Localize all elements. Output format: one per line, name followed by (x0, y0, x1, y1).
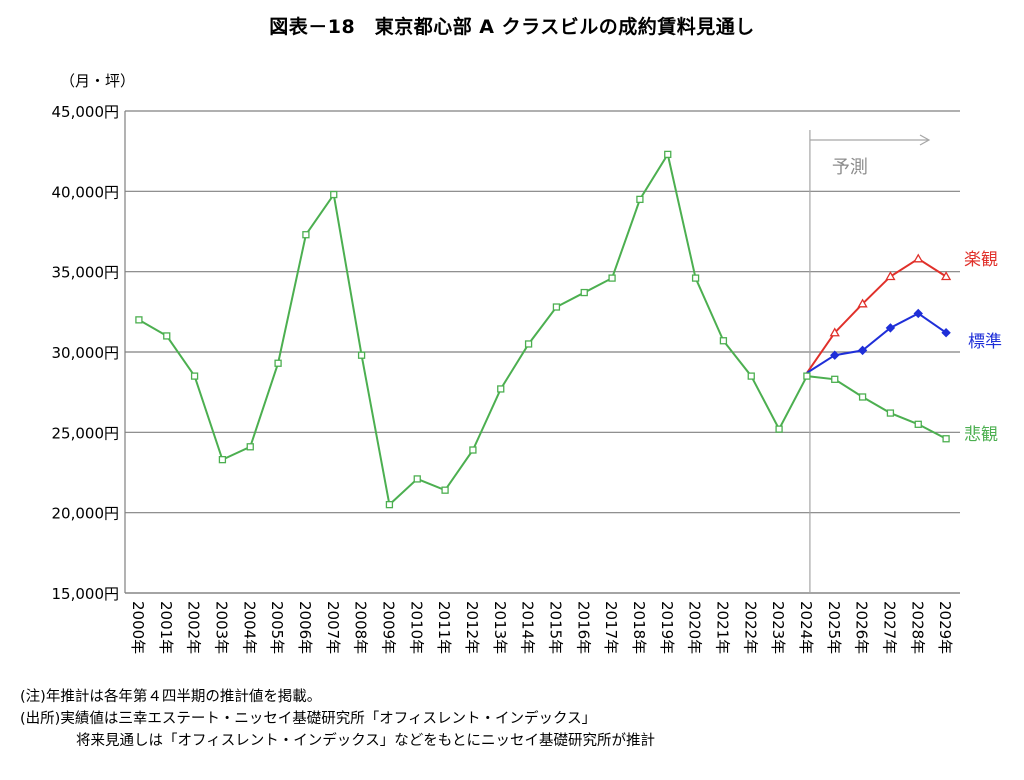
x-tick-label: 2015年 (546, 601, 564, 654)
pessimistic-point (135, 316, 143, 324)
x-tick-label: 2019年 (658, 601, 676, 654)
pessimistic-point (803, 372, 811, 380)
pessimistic-point (413, 475, 421, 483)
optimistic-point (857, 298, 868, 308)
optimistic-point (829, 327, 840, 337)
y-tick-label: 25,000円 (52, 424, 120, 442)
optimistic-series-label: 楽観 (964, 250, 998, 270)
x-tick-label: 2016年 (574, 601, 592, 654)
standard-point (857, 345, 868, 356)
x-tick-label: 2005年 (268, 601, 286, 654)
pessimistic-point (636, 195, 644, 204)
pessimistic-point (580, 288, 588, 297)
x-tick-label: 2014年 (519, 601, 537, 654)
pessimistic-point (664, 150, 672, 159)
chart-notes: (注)年推計は各年第４四半期の推計値を掲載。 (出所)実績値は三幸エステート・ニ… (20, 686, 655, 752)
pessimistic-point (524, 340, 533, 348)
optimistic-point (940, 271, 952, 281)
pessimistic-point (775, 425, 783, 433)
standard-point (885, 323, 896, 333)
standard-point (830, 350, 840, 360)
y-tick-label: 15,000円 (52, 585, 120, 603)
x-tick-label: 2025年 (825, 601, 843, 654)
x-tick-label: 2012年 (463, 601, 481, 654)
x-tick-label: 2006年 (296, 601, 314, 654)
x-tick-label: 2011年 (435, 601, 453, 654)
pessimistic-point (691, 274, 700, 282)
x-tick-label: 2003年 (212, 601, 230, 654)
x-tick-label: 2020年 (686, 601, 704, 654)
pessimistic-point (330, 190, 338, 199)
line-chart: 15,000円 20,000円 25,000円 30,000円 35,000円 40,00… (52, 72, 1003, 654)
optimistic-point (913, 253, 924, 263)
y-tick-label: 30,000円 (52, 344, 120, 362)
x-tick-label: 2027年 (880, 601, 898, 654)
forecast-arrowhead (919, 134, 931, 146)
pessimistic-point (942, 435, 950, 443)
x-tick-label: 2010年 (407, 601, 425, 654)
pessimistic-point (469, 446, 477, 454)
y-tick-label: 40,000円 (52, 183, 120, 201)
optimistic-point (885, 271, 896, 281)
pessimistic-point (163, 332, 171, 340)
x-tick-label: 2013年 (491, 601, 509, 654)
x-tick-label: 2021年 (713, 601, 731, 654)
y-tick-label: 35,000円 (52, 264, 120, 282)
pessimistic-point (914, 420, 922, 428)
standard-point (941, 328, 951, 338)
pessimistic-point (886, 409, 895, 417)
pessimistic-point (302, 231, 310, 239)
x-tick-label: 2022年 (741, 601, 759, 654)
pessimistic-point (218, 455, 227, 464)
pessimistic-point (274, 359, 282, 367)
x-tick-label: 2007年 (324, 601, 342, 654)
pessimistic-point (747, 372, 755, 380)
source-line-continued: 将来見通しは「オフィスレント・インデックス」などをもとにニッセイ基礎研究所が推計 (76, 733, 655, 749)
x-tick-label: 2004年 (240, 601, 258, 654)
pessimistic-series-label: 悲観 (964, 425, 998, 445)
optimistic-line (806, 257, 947, 374)
pessimistic-point (441, 486, 449, 494)
x-tick-label: 2023年 (769, 601, 787, 654)
x-tick-label: 2029年 (936, 601, 954, 654)
chart-title: 図表－18 東京都心部 A クラスビルの成約賃料見通し (269, 16, 755, 38)
x-tick-label: 2009年 (379, 601, 397, 654)
x-tick-label: 2001年 (157, 601, 175, 654)
y-tick-label: 20,000円 (52, 505, 120, 523)
y-unit-label: （月・坪） (60, 72, 135, 90)
source-line: (出所)実績値は三幸エステート・ニッセイ基礎研究所「オフィスレント・インデックス… (20, 711, 597, 727)
y-tick-label: 45,000円 (52, 103, 120, 121)
x-tick-label: 2017年 (602, 601, 620, 654)
pessimistic-point (719, 337, 728, 345)
pessimistic-point (357, 351, 366, 359)
forecast-label: 予測 (832, 157, 868, 178)
x-tick-label: 2024年 (797, 601, 815, 654)
pessimistic-point (246, 443, 254, 451)
pessimistic-point (190, 372, 199, 380)
pessimistic-point (385, 500, 394, 509)
pessimistic-point (831, 375, 839, 383)
x-tick-label: 2008年 (352, 601, 370, 654)
x-tick-label: 2000年 (129, 601, 147, 654)
standard-line (806, 312, 947, 374)
x-tick-label: 2002年 (185, 601, 203, 654)
pessimistic-point (858, 393, 867, 401)
standard-series-label: 標準 (968, 332, 1002, 352)
x-tick-label: 2026年 (853, 601, 871, 654)
note-line: (注)年推計は各年第４四半期の推計値を掲載。 (20, 689, 322, 705)
x-tick-label: 2018年 (630, 601, 648, 654)
x-tick-label: 2028年 (908, 601, 926, 654)
standard-point (913, 308, 923, 319)
pessimistic-point (497, 385, 505, 393)
pessimistic-line (138, 151, 947, 507)
pessimistic-point (608, 274, 616, 282)
pessimistic-point (552, 303, 561, 311)
